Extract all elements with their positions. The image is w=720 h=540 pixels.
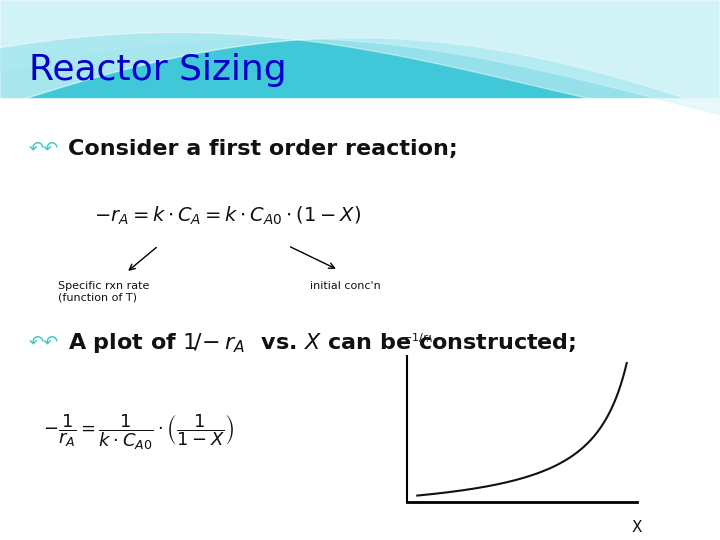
Text: Reactor Sizing: Reactor Sizing — [29, 53, 287, 87]
Text: $-1/r_A$: $-1/r_A$ — [402, 331, 433, 345]
Text: ↶↶: ↶↶ — [29, 334, 59, 352]
Text: ↶↶: ↶↶ — [29, 139, 59, 158]
Text: A plot of $1\!/\!-r_A$  vs. $X$ can be constructed;: A plot of $1\!/\!-r_A$ vs. $X$ can be co… — [68, 331, 577, 355]
Text: X: X — [632, 519, 642, 535]
Text: Consider a first order reaction;: Consider a first order reaction; — [68, 138, 458, 159]
Text: Specific rxn rate
(function of T): Specific rxn rate (function of T) — [58, 281, 149, 302]
Text: $-r_A = k \cdot C_A = k \cdot C_{A0} \cdot (1-X)$: $-r_A = k \cdot C_A = k \cdot C_{A0} \cd… — [94, 205, 361, 227]
Text: initial conc'n: initial conc'n — [310, 281, 380, 291]
Text: $-\dfrac{1}{r_A} = \dfrac{1}{k \cdot C_{A0}} \cdot \left(\dfrac{1}{1-X}\right)$: $-\dfrac{1}{r_A} = \dfrac{1}{k \cdot C_{… — [43, 412, 235, 452]
